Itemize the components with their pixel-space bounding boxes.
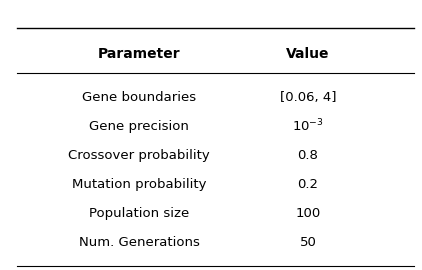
Text: 100: 100 [295,207,321,220]
Text: [0.06, 4]: [0.06, 4] [280,91,336,104]
Text: Mutation probability: Mutation probability [72,178,206,191]
Text: Population size: Population size [89,207,189,220]
Text: Gene precision: Gene precision [89,120,189,133]
Text: Parameter: Parameter [98,47,181,61]
Text: Gene boundaries: Gene boundaries [82,91,196,104]
Text: 0.2: 0.2 [298,178,319,191]
Text: 0.8: 0.8 [298,149,319,162]
Text: Num. Generations: Num. Generations [79,237,200,249]
Text: $10^{-3}$: $10^{-3}$ [292,118,324,135]
Text: 50: 50 [300,237,316,249]
Text: Value: Value [286,47,330,61]
Text: Crossover probability: Crossover probability [68,149,210,162]
